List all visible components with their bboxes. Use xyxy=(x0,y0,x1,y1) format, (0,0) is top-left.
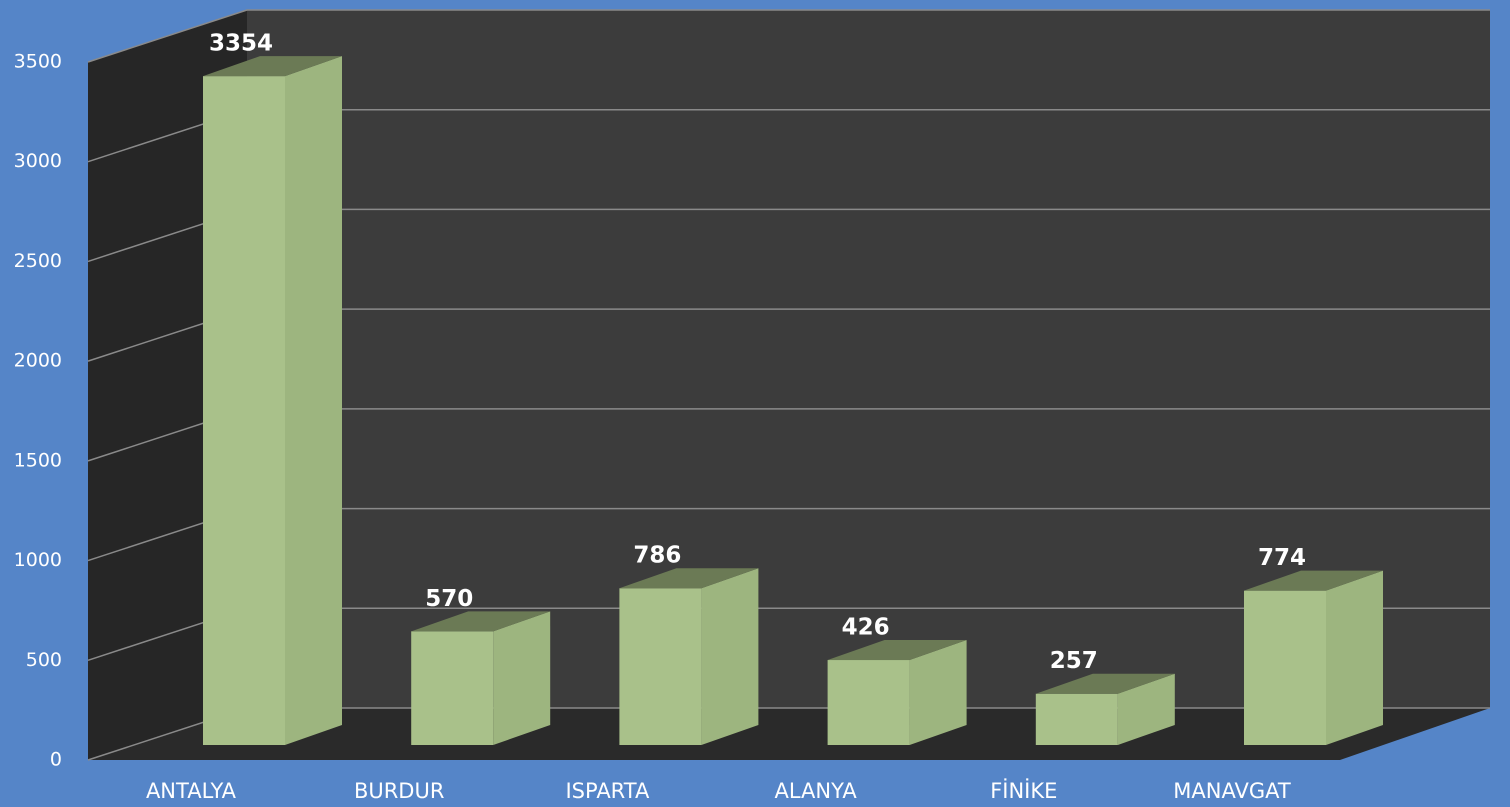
bar xyxy=(1035,693,1118,745)
bar-top xyxy=(1035,673,1175,694)
y-tick-label: 2500 xyxy=(14,250,62,272)
bar xyxy=(619,588,702,745)
bar-side xyxy=(1117,673,1175,745)
bar xyxy=(411,631,494,745)
x-tick-label: BURDUR xyxy=(354,779,445,803)
y-tick-label: 500 xyxy=(26,649,62,671)
bar-side xyxy=(1326,570,1383,745)
value-label: 3354 xyxy=(209,31,273,57)
x-tick-label: MANAVGAT xyxy=(1173,779,1291,803)
bar-side xyxy=(701,568,759,745)
value-label: 257 xyxy=(1050,648,1098,674)
x-tick-label: ALANYA xyxy=(775,779,858,803)
bar xyxy=(203,76,285,745)
y-tick-label: 3500 xyxy=(14,51,62,73)
bar-top xyxy=(827,640,967,661)
bar xyxy=(827,660,910,745)
bar-top xyxy=(203,56,342,77)
bar-top xyxy=(619,568,759,589)
value-label: 774 xyxy=(1258,545,1306,571)
y-tick-label: 2000 xyxy=(14,350,62,372)
grid-line xyxy=(87,9,248,63)
value-label: 426 xyxy=(842,615,890,641)
y-tick-label: 1500 xyxy=(14,449,62,471)
x-tick-label: FİNİKE xyxy=(990,778,1057,803)
x-tick-label: ANTALYA xyxy=(146,779,237,803)
bar-side xyxy=(493,611,551,745)
x-tick-label: ISPARTA xyxy=(565,779,649,803)
y-tick-label: 0 xyxy=(50,749,62,771)
bar-top xyxy=(1244,570,1383,591)
y-tick-label: 3000 xyxy=(14,150,62,172)
bar-top xyxy=(411,611,551,632)
bar xyxy=(1244,590,1326,745)
bar-side xyxy=(285,56,342,745)
value-label: 786 xyxy=(633,543,681,569)
bar-side xyxy=(909,640,967,745)
y-tick-label: 1000 xyxy=(14,549,62,571)
value-label: 570 xyxy=(425,586,473,612)
